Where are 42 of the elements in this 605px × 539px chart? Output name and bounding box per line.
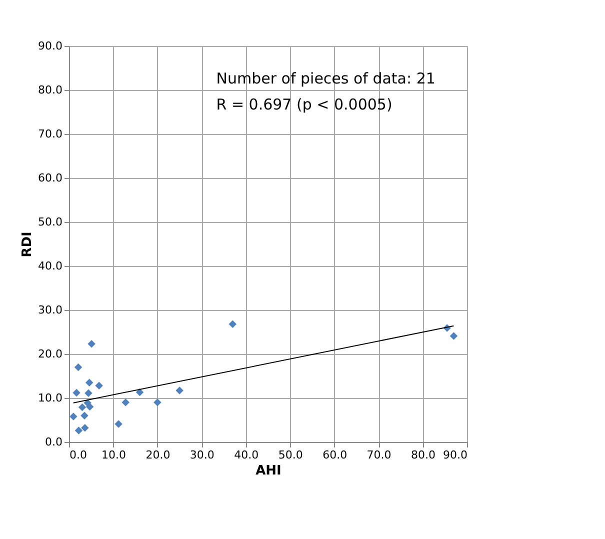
x-tick-label: 60.0 [322, 448, 348, 462]
point [450, 332, 458, 340]
point [78, 403, 86, 412]
y-tick-label: 80.0 [38, 84, 62, 96]
x-tick-label: 10.0 [101, 448, 126, 462]
point [86, 402, 94, 411]
point [81, 424, 89, 432]
y-tick-label: 20.0 [38, 348, 62, 360]
x-tick-label: 30.0 [190, 448, 214, 462]
y-tick-label: 60.0 [38, 172, 62, 184]
x-tick-label: 50.0 [278, 448, 303, 462]
point [122, 398, 130, 406]
point [228, 320, 236, 328]
point [74, 363, 82, 372]
y-tick-label: 10.0 [38, 392, 62, 404]
y-axis-title: RDI [20, 232, 36, 258]
point [72, 388, 80, 397]
x-axis-title: AHI [256, 464, 282, 478]
point [84, 389, 92, 398]
point [70, 412, 78, 420]
point [80, 412, 88, 420]
point [95, 382, 103, 390]
x-tick-label: 40.0 [234, 448, 259, 462]
y-tick-label: 40.0 [38, 260, 62, 272]
x-tick-label: 70.0 [366, 448, 392, 462]
annotation: Number of pieces of data: 21 [216, 70, 436, 88]
point [74, 426, 83, 434]
point [114, 420, 122, 428]
x-tick-label: 80.0 [411, 448, 436, 462]
point [88, 340, 96, 348]
annotation: R = 0.697 (p < 0.0005) [216, 96, 392, 114]
point [176, 386, 184, 394]
y-tick-label: 50.0 [38, 216, 62, 228]
y-tick-label: 90.0 [38, 40, 62, 52]
x-tick-label: 20.0 [146, 448, 170, 462]
y-tick-label: 70.0 [38, 128, 62, 140]
point [85, 378, 94, 386]
x-tick-label: 90.0 [443, 448, 468, 462]
x-tick-label: 0.0 [70, 448, 87, 462]
y-tick-label: 30.0 [38, 304, 62, 316]
y-tick-label: 0.0 [45, 436, 62, 448]
point [154, 398, 162, 406]
